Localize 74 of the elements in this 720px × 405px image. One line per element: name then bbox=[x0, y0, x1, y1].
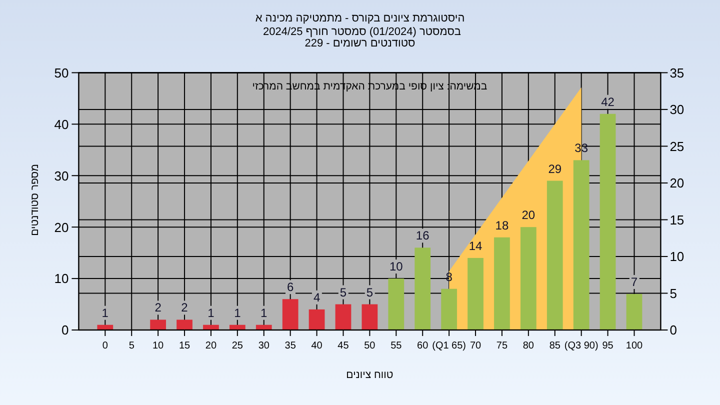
x-tick-label: 85 bbox=[549, 340, 561, 352]
data-label: 1 bbox=[102, 306, 109, 320]
bar bbox=[468, 258, 484, 330]
bar bbox=[150, 320, 166, 330]
data-label: 5 bbox=[366, 285, 374, 300]
data-label: 2 bbox=[181, 300, 188, 315]
data-label: 18 bbox=[495, 218, 509, 232]
bar bbox=[282, 299, 298, 330]
bar bbox=[546, 180, 563, 330]
y2-tick-label: 25 bbox=[670, 138, 684, 154]
x-tick-label: 10 bbox=[152, 340, 164, 352]
data-label: 5 bbox=[340, 285, 347, 300]
data-label: 6 bbox=[286, 280, 294, 294]
y2-tick-label: 5 bbox=[670, 286, 677, 301]
x-tick-label: (Q3 90) bbox=[564, 340, 598, 352]
y-tick-label: 0 bbox=[61, 322, 69, 338]
data-label: 7 bbox=[630, 274, 638, 289]
y2-tick-label: 35 bbox=[670, 65, 684, 80]
bar bbox=[308, 309, 325, 330]
data-label: 20 bbox=[522, 208, 536, 222]
data-label: 14 bbox=[468, 238, 483, 253]
x-tick-label: 45 bbox=[338, 340, 350, 352]
bar bbox=[335, 304, 352, 330]
x-tick-label: 30 bbox=[258, 340, 270, 352]
x-tick-label: 0 bbox=[102, 340, 108, 352]
bar bbox=[626, 294, 642, 330]
bar bbox=[600, 114, 616, 330]
y-tick-label: 10 bbox=[54, 271, 69, 286]
chart-title: היסטוגרמת ציונים בקורס - מתמטיקה מכינה א bbox=[255, 12, 465, 24]
data-label: 4 bbox=[313, 290, 320, 304]
bar bbox=[388, 278, 404, 330]
data-label: 1 bbox=[260, 306, 268, 320]
x-tick-label: 95 bbox=[602, 340, 614, 352]
data-label: 2 bbox=[154, 300, 162, 315]
x-tick-label: 75 bbox=[496, 340, 508, 352]
bar bbox=[494, 237, 510, 330]
text: סטודנטים רשומים - 229 bbox=[304, 38, 416, 50]
x-tick-label: 25 bbox=[232, 340, 244, 352]
x-tick-label: 100 bbox=[626, 340, 644, 352]
x-tick-label: 60 bbox=[417, 340, 429, 352]
data-label: 29 bbox=[548, 162, 562, 176]
x-tick-label: 40 bbox=[311, 340, 323, 352]
x-tick-label: 15 bbox=[178, 340, 191, 352]
x-tick-label: 20 bbox=[205, 340, 217, 352]
x-tick-label: 35 bbox=[284, 340, 296, 352]
y-tick-label: 50 bbox=[54, 65, 69, 80]
x-tick-label: 80 bbox=[522, 340, 534, 352]
y-tick-label: 20 bbox=[54, 220, 69, 235]
x-tick-label: 5 bbox=[128, 340, 135, 352]
y-tick-label: 30 bbox=[54, 168, 69, 184]
y2-tick-label: 20 bbox=[670, 176, 684, 191]
y-tick-label: 40 bbox=[54, 116, 69, 132]
bar bbox=[176, 320, 192, 330]
y2-tick-label: 0 bbox=[670, 322, 677, 338]
y-axis-title: מספר סטודנטים bbox=[29, 164, 41, 236]
bar bbox=[362, 304, 378, 330]
bar bbox=[573, 160, 590, 330]
x-tick-label: (Q1 65) bbox=[432, 340, 466, 352]
data-label: 10 bbox=[389, 260, 404, 274]
x-tick-label: 50 bbox=[364, 340, 376, 352]
bar bbox=[441, 288, 457, 330]
data-label: 1 bbox=[208, 306, 215, 320]
data-label: 42 bbox=[601, 94, 615, 109]
data-label: 16 bbox=[416, 228, 430, 243]
y2-tick-label: 10 bbox=[670, 249, 684, 264]
y2-tick-label: 30 bbox=[670, 102, 684, 118]
data-label: 1 bbox=[234, 306, 242, 320]
x-axis-title: טווח ציונים bbox=[346, 369, 394, 381]
x-tick-label: 55 bbox=[390, 340, 402, 352]
x-tick-label: 70 bbox=[470, 340, 482, 352]
y2-tick-label: 15 bbox=[670, 212, 684, 228]
bar bbox=[520, 227, 536, 330]
bar bbox=[414, 248, 431, 330]
chart-subtitle: בסמסטר (01/2024) סמסטר חורף 2024/25 bbox=[262, 26, 462, 38]
